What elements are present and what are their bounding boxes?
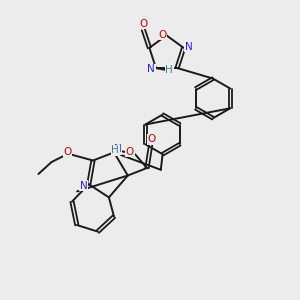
Text: O: O — [158, 30, 166, 40]
Text: N: N — [114, 144, 122, 154]
Text: H: H — [165, 65, 173, 75]
Text: H: H — [111, 145, 119, 155]
Text: N: N — [80, 181, 88, 191]
Text: N: N — [147, 64, 155, 74]
Text: O: O — [63, 147, 71, 158]
Text: O: O — [139, 19, 147, 29]
Text: O: O — [147, 134, 155, 145]
Text: N: N — [184, 42, 192, 52]
Text: O: O — [126, 147, 134, 157]
